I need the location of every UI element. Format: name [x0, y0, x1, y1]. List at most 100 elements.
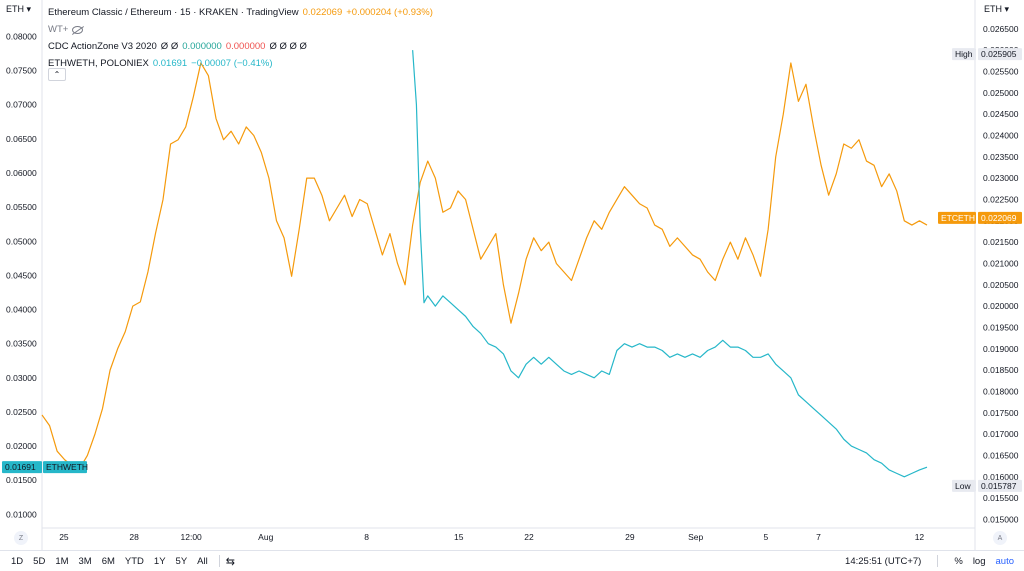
ethweth-label-bg [43, 461, 87, 474]
toolbar-divider-right [937, 555, 939, 567]
left-tick-label: 0.05500 [6, 202, 37, 212]
right-tick-label: 0.021000 [983, 258, 1019, 268]
left-tick-label: 0.07000 [6, 100, 37, 110]
percent-toggle[interactable]: % [954, 555, 963, 567]
compare-change: −0.00007 (−0.41%) [191, 58, 273, 69]
auto-corner-right[interactable]: A [993, 531, 1007, 545]
x-tick-label: 25 [59, 532, 69, 542]
wt-row[interactable]: WT+ [48, 21, 433, 38]
series-line-ethweth[interactable] [412, 50, 928, 478]
ethweth-label: ETHWETH [46, 462, 88, 472]
left-tick-label: 0.03000 [6, 373, 37, 383]
date-range-group: 1D 5D 1M 3M 6M YTD 1Y 5Y All [6, 556, 213, 567]
high-label-bg [952, 48, 976, 61]
right-tick-label: 0.017500 [983, 408, 1019, 418]
range-button-1y[interactable]: 1Y [153, 555, 166, 567]
range-button-1m[interactable]: 1M [55, 555, 69, 567]
range-button-1d[interactable]: 1D [11, 555, 24, 567]
range-button-ytd[interactable]: YTD [124, 555, 144, 567]
left-tick-label: 0.04000 [6, 305, 37, 315]
etceth-value: 0.022069 [981, 213, 1017, 223]
right-axis-unit[interactable]: ETH ▾ [984, 4, 1010, 14]
x-tick-label: Sep [688, 532, 703, 542]
left-tick-label: 0.05000 [6, 236, 37, 246]
right-tick-label: 0.018000 [983, 386, 1019, 396]
etceth-value-bg [978, 211, 1022, 224]
x-tick-label: 22 [524, 532, 534, 542]
x-tick-label: 28 [129, 532, 139, 542]
range-button-5y[interactable]: 5Y [175, 555, 188, 567]
right-tick-label: 0.026500 [983, 24, 1019, 34]
left-tick-label: 0.07500 [6, 66, 37, 76]
x-tick-label: 12:00 [181, 532, 203, 542]
left-tick-label: 0.06500 [6, 134, 37, 144]
x-tick-label: 29 [625, 532, 635, 542]
ethweth-value: 0.01691 [5, 462, 36, 472]
range-button-6m[interactable]: 6M [101, 555, 115, 567]
x-tick-label: 8 [364, 532, 369, 542]
right-tick-label: 0.018500 [983, 365, 1019, 375]
ethweth-value-bg [2, 461, 42, 474]
high-label: High [955, 49, 973, 59]
indicator-suffix: Ø Ø Ø Ø [269, 41, 307, 52]
low-label: Low [955, 481, 971, 491]
compare-name[interactable]: ETHWETH, POLONIEX [48, 58, 149, 69]
low-value-bg [978, 479, 1022, 492]
left-axis-unit[interactable]: ETH ▾ [6, 4, 32, 14]
toolbar-divider [218, 555, 220, 567]
collapse-legend-button[interactable]: ⌃ [48, 68, 66, 81]
x-tick-label: Aug [258, 532, 273, 542]
right-tick-label: 0.020000 [983, 301, 1019, 311]
right-tick-label: 0.024500 [983, 109, 1019, 119]
compare-row[interactable]: ETHWETH, POLONIEX 0.01691 −0.00007 (−0.4… [48, 55, 433, 72]
right-tick-label: 0.015500 [983, 493, 1019, 503]
wt-label[interactable]: WT+ [48, 24, 69, 35]
bottom-right-tools: 14:25:51 (UTC+7) % log auto [845, 555, 1014, 567]
right-tick-label: 0.021500 [983, 237, 1019, 247]
symbol-row[interactable]: Ethereum Classic / Ethereum · 15 · KRAKE… [48, 4, 433, 21]
right-tick-label: 0.022500 [983, 194, 1019, 204]
left-tick-label: 0.02500 [6, 407, 37, 417]
high-value: 0.025905 [981, 49, 1017, 59]
left-tick-label: 0.04500 [6, 270, 37, 280]
right-tick-label: 0.024000 [983, 130, 1019, 140]
chart-legend: Ethereum Classic / Ethereum · 15 · KRAKE… [48, 4, 433, 72]
etceth-label: ETCETH [941, 213, 975, 223]
right-tick-label: 0.023500 [983, 152, 1019, 162]
series-line-etceth[interactable] [41, 62, 928, 469]
clock-time[interactable]: 14:25:51 (UTC+7) [845, 555, 922, 567]
indicator-name[interactable]: CDC ActionZone V3 2020 [48, 41, 157, 52]
right-tick-label: 0.025000 [983, 88, 1019, 98]
x-tick-label: 7 [816, 532, 821, 542]
range-button-all[interactable]: All [197, 555, 208, 567]
etceth-label-bg [938, 211, 976, 224]
hide-eye-icon[interactable] [72, 25, 84, 34]
indicator-value-green: 0.000000 [182, 41, 222, 52]
left-tick-label: 0.03500 [6, 339, 37, 349]
indicator-value-red: 0.000000 [225, 41, 266, 52]
auto-toggle[interactable]: auto [995, 555, 1015, 567]
x-tick-label: 15 [454, 532, 464, 542]
x-tick-label: 5 [764, 532, 769, 542]
log-toggle[interactable]: log [972, 555, 986, 567]
indicator-row[interactable]: CDC ActionZone V3 2020 Ø Ø 0.000000 0.00… [48, 38, 433, 55]
high-value-bg [978, 48, 1022, 61]
indicator-prefix: Ø Ø [160, 41, 179, 52]
goto-date-icon[interactable]: ⇆ [225, 555, 235, 568]
range-button-3m[interactable]: 3M [78, 555, 92, 567]
bottom-toolbar: 1D 5D 1M 3M 6M YTD 1Y 5Y All ⇆ 14:25:51 (UTC+7) … [0, 550, 1024, 571]
zoom-corner-left[interactable]: Z [14, 531, 28, 545]
left-tick-label: 0.01000 [6, 509, 37, 519]
right-tick-label: 0.023000 [983, 173, 1019, 183]
low-label-bg [952, 479, 976, 492]
right-tick-label: 0.020500 [983, 280, 1019, 290]
symbol-title[interactable]: Ethereum Classic / Ethereum · 15 · KRAKE… [48, 7, 299, 18]
right-tick-label: 0.016500 [983, 450, 1019, 460]
x-tick-label: 12 [915, 532, 925, 542]
left-tick-label: 0.01500 [6, 475, 37, 485]
range-button-5d[interactable]: 5D [33, 555, 46, 567]
left-tick-label: 0.02000 [6, 441, 37, 451]
right-tick-label: 0.015000 [983, 514, 1019, 524]
